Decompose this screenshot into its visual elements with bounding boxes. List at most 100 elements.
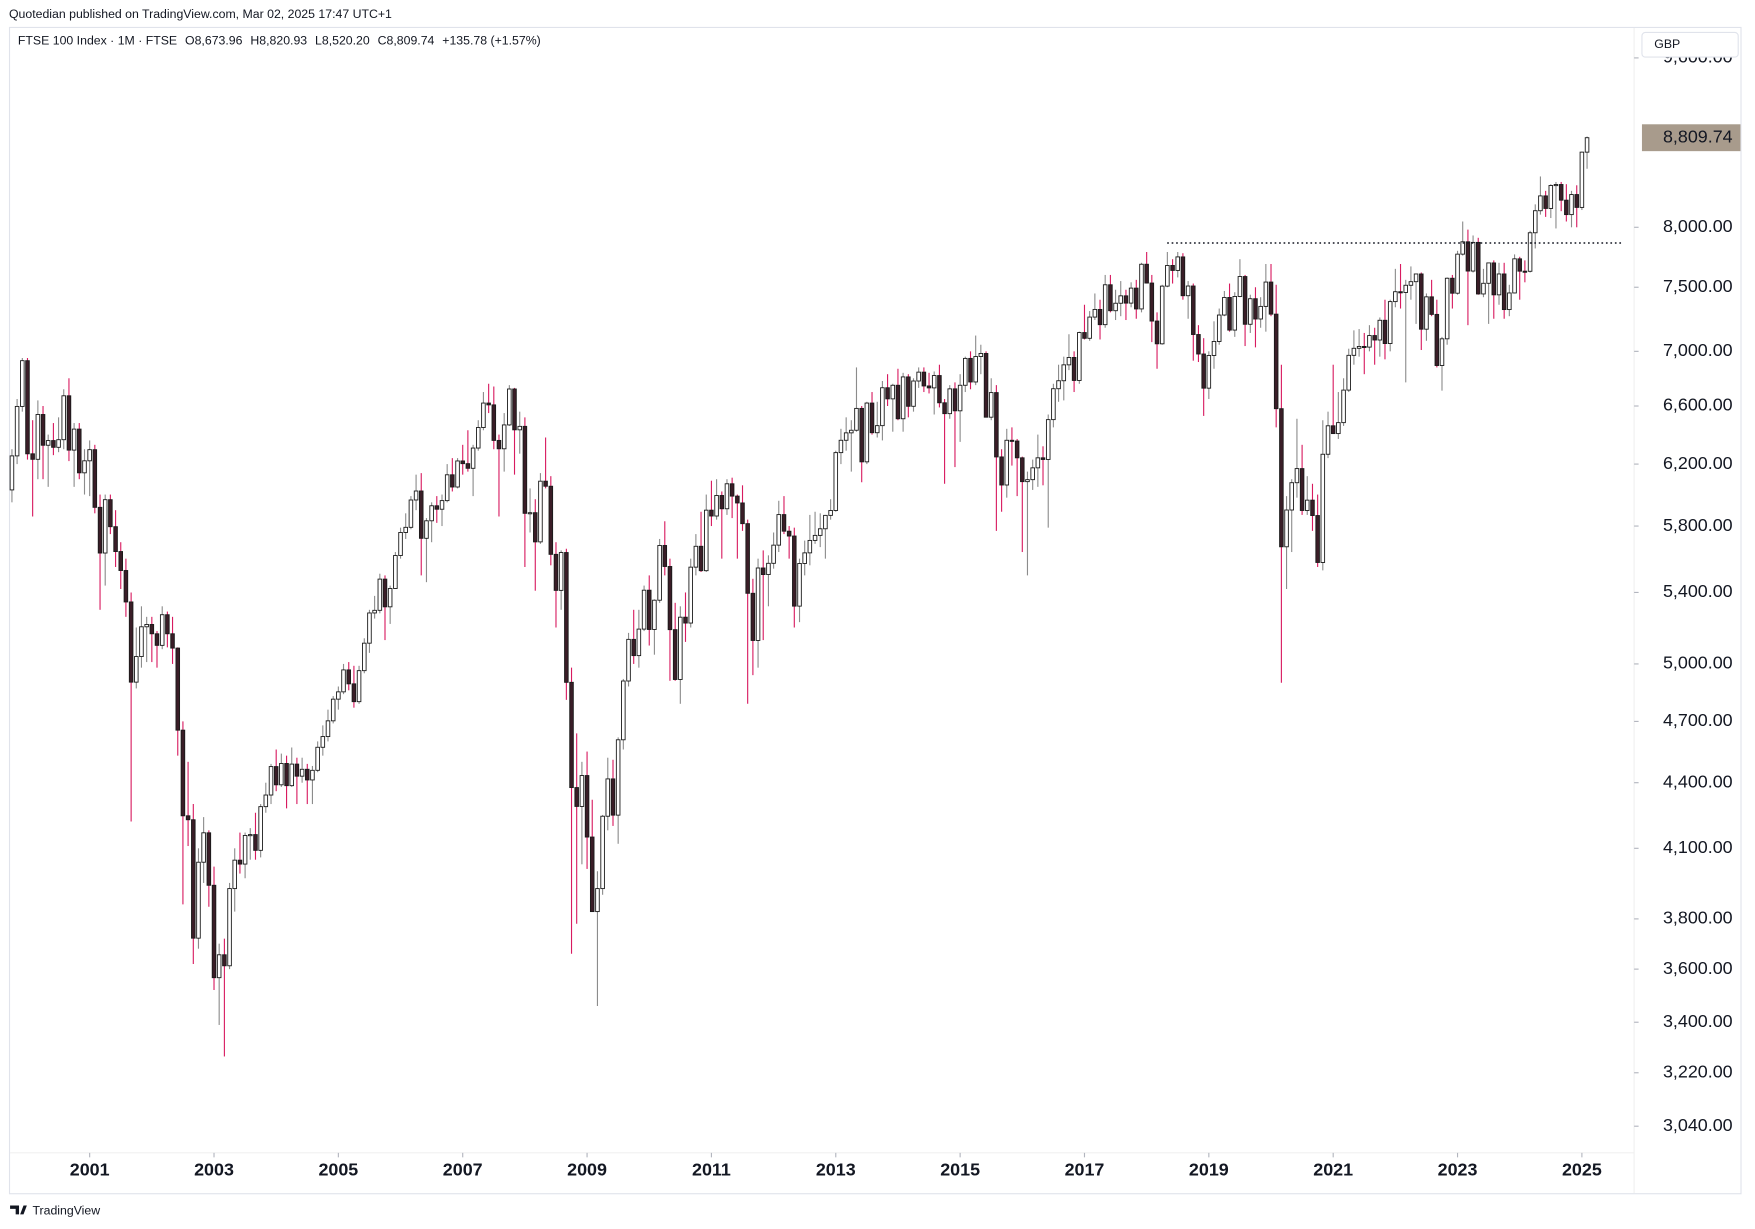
candle-body [1501, 273, 1507, 311]
candle-body [1102, 284, 1108, 326]
candle-body [605, 778, 611, 817]
candle-body [1564, 199, 1569, 216]
candle-body [30, 453, 35, 460]
candle-body [1242, 276, 1248, 325]
candle-body [672, 629, 678, 680]
candle-body [719, 495, 725, 510]
candle-body [947, 388, 952, 415]
candle-body [403, 526, 408, 533]
candle-body [1377, 319, 1383, 341]
candle-body [1403, 284, 1409, 293]
x-tick-label: 2015 [940, 1160, 980, 1180]
candle-body [1071, 357, 1077, 381]
candle-body [968, 357, 973, 383]
candle-body [538, 480, 543, 543]
candle-body [102, 499, 108, 554]
footer: TradingView [32, 1203, 100, 1217]
candle-body [569, 681, 574, 789]
candle-body [584, 775, 590, 838]
candle-body [533, 512, 538, 543]
candle-body [481, 402, 486, 428]
candle-body [849, 429, 854, 434]
candle-body [273, 766, 279, 786]
candle-body [1087, 316, 1092, 339]
candle-body [66, 395, 72, 451]
candle-body [574, 787, 579, 807]
candle-body [413, 490, 419, 501]
candle-body [450, 474, 455, 488]
candle-body [1159, 285, 1165, 345]
candle-body [1299, 468, 1305, 511]
candle-body [237, 859, 243, 865]
legend-open: O8,673.96 [185, 34, 243, 48]
candle-body [626, 638, 631, 682]
candle-body [279, 763, 284, 786]
candle-body [1455, 253, 1460, 294]
candle-body [771, 544, 776, 564]
candle-body [1258, 305, 1263, 320]
candle-body [113, 526, 118, 552]
candle-body [418, 490, 424, 539]
candle-body [1077, 332, 1082, 381]
candle-body [1481, 282, 1486, 295]
candle-body [1330, 425, 1336, 435]
candle-body [372, 609, 377, 614]
candle-body [310, 769, 315, 781]
candle-body [709, 509, 714, 517]
candle-body [170, 633, 175, 649]
candle-body [284, 763, 289, 787]
candle-body [134, 656, 139, 683]
candle-body [144, 624, 149, 628]
candle-body [1512, 258, 1517, 294]
candle-body [1248, 298, 1253, 325]
candle-body [636, 628, 642, 657]
candle-body [646, 589, 652, 630]
candle-body [1543, 195, 1548, 209]
candle-body [1118, 295, 1123, 304]
candle-body [393, 555, 398, 589]
candle-body [900, 376, 906, 420]
candle-body [1569, 194, 1574, 216]
plot [9, 136, 1624, 1057]
candle-body [336, 691, 341, 700]
candle-body [854, 407, 859, 431]
candle-body [864, 402, 870, 463]
candle-body [792, 535, 797, 607]
y-tick-label: 3,800.00 [1663, 908, 1733, 928]
candle-body [1372, 335, 1377, 341]
candle-body [1014, 440, 1020, 459]
candle-body [931, 375, 937, 389]
candle-body [341, 669, 346, 693]
y-tick-label: 4,100.00 [1663, 837, 1733, 857]
candle-body [1237, 276, 1243, 297]
y-tick-label: 4,400.00 [1663, 771, 1733, 791]
x-tick-label: 2001 [70, 1160, 110, 1180]
candle-body [362, 642, 367, 672]
candle-body [434, 505, 440, 510]
candle-body [999, 456, 1004, 486]
logo [10, 1205, 27, 1215]
candle-body [589, 836, 595, 913]
candle-body [688, 566, 693, 624]
candle-body [1263, 281, 1269, 307]
candle-body [211, 884, 217, 979]
candle-body [740, 502, 745, 525]
y-tick-label: 5,000.00 [1663, 653, 1733, 673]
candle-body [512, 388, 517, 431]
candle-body [263, 794, 269, 808]
candle-body [159, 614, 165, 646]
candle-body [429, 505, 434, 522]
candle-body [315, 746, 320, 771]
candle-body [1097, 308, 1103, 326]
candle-body [579, 775, 585, 807]
candle-body [1362, 345, 1367, 349]
candle-body [71, 428, 77, 451]
candle-body [1180, 256, 1186, 297]
candle-body [874, 425, 880, 434]
candle-body [25, 360, 30, 455]
candle-body [1222, 297, 1227, 316]
candle-body [942, 402, 947, 415]
candle-body [201, 832, 206, 863]
candle-body [833, 452, 839, 511]
